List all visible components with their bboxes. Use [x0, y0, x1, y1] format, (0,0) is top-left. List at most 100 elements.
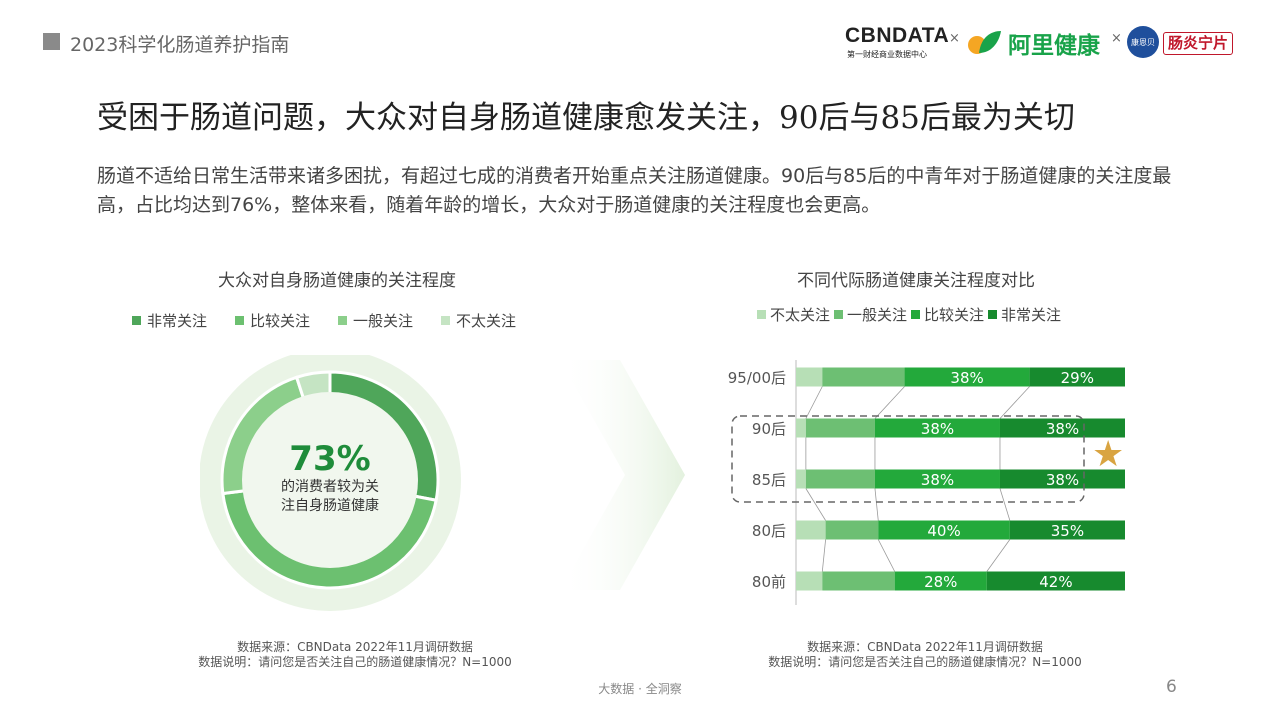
donut-legend: 非常关注 比较关注 一般关注 不太关注	[132, 310, 516, 331]
brand-badge-icon: 康恩贝	[1127, 26, 1159, 58]
bar-connector-line	[877, 539, 896, 572]
bar-segment	[796, 418, 806, 438]
donut-legend-item: 非常关注	[132, 310, 207, 331]
stacked-bar-chart: 95/00后 38% 29% 90后 38% 38% 85后 38% 38% 80后 40% 35% 8…	[728, 360, 1125, 605]
bar-data-label: 38%	[1046, 471, 1079, 489]
legend-swatch	[911, 310, 921, 319]
donut-center-label-1: 的消费者较为关	[281, 479, 379, 495]
times-separator: ×	[949, 31, 960, 46]
right-source-line-1: 数据来源：CBNData 2022年11月调研数据	[807, 640, 1043, 654]
donut-legend-item: 比较关注	[235, 310, 310, 331]
bar-data-label: 40%	[927, 522, 960, 540]
legend-swatch	[988, 310, 998, 319]
bar-segment	[874, 418, 1000, 438]
footer-slogan: 大数据 · 全洞察	[598, 682, 682, 696]
bar-connector-line	[805, 386, 823, 419]
donut-chart-title: 大众对自身肠道健康的关注程度	[218, 271, 456, 291]
bar-connector-line	[805, 488, 826, 521]
ali-health-icon	[968, 31, 1001, 54]
donut-hole	[242, 392, 418, 568]
bar-category-label: 85后	[752, 471, 786, 489]
legend-label: 比较关注	[250, 312, 311, 330]
bar-segment	[796, 571, 823, 591]
bar-segment	[1029, 367, 1125, 387]
legend-label: 一般关注	[847, 306, 908, 324]
ali-health-logo: 阿里健康	[1008, 33, 1100, 59]
bar-connector-line	[874, 386, 905, 419]
legend-swatch	[757, 310, 766, 319]
bar-data-label: 38%	[921, 420, 954, 438]
legend-swatch	[441, 316, 451, 325]
bar-connector-line	[999, 488, 1011, 521]
report-title: 2023科学化肠道养护指南	[70, 34, 290, 56]
legend-swatch	[338, 316, 348, 325]
legend-swatch	[235, 316, 245, 325]
bar-segment	[904, 367, 1030, 387]
bar-data-label: 38%	[1046, 420, 1079, 438]
bar-legend-item: 一般关注	[834, 304, 907, 325]
legend-swatch	[132, 316, 141, 325]
bar-connector-line	[874, 488, 879, 521]
header-square	[43, 33, 60, 50]
bar-segment	[999, 418, 1125, 438]
bar-legend-item: 非常关注	[988, 304, 1061, 325]
bar-category-label: 80后	[752, 522, 786, 540]
bar-category-label: 80前	[752, 573, 786, 591]
right-source-note: 数据来源：CBNData 2022年11月调研数据 数据说明：请问您是否关注自己…	[760, 640, 1090, 670]
legend-label: 不太关注	[770, 306, 831, 324]
bar-data-label: 28%	[924, 573, 957, 591]
page-number: 6	[1166, 677, 1177, 697]
bar-segment	[999, 469, 1125, 489]
donut-center-label-2: 注自身肠道健康	[281, 498, 379, 514]
bar-data-label: 38%	[921, 471, 954, 489]
donut-center: 73% 的消费者较为关 注自身肠道健康	[255, 440, 405, 516]
bar-connector-line	[999, 386, 1030, 419]
bar-segment	[805, 469, 875, 489]
bar-segment	[878, 520, 1010, 540]
left-source-line-1: 数据来源：CBNData 2022年11月调研数据	[237, 640, 473, 654]
chevron-arrow-icon	[560, 360, 685, 590]
left-source-note: 数据来源：CBNData 2022年11月调研数据 数据说明：请问您是否关注自己…	[190, 640, 520, 670]
left-source-line-2: 数据说明：请问您是否关注自己的肠道健康情况？N=1000	[198, 655, 512, 669]
bar-category-label: 95/00后	[728, 369, 786, 387]
bar-legend-item: 比较关注	[911, 304, 984, 325]
highlight-dashed-box	[731, 415, 1085, 503]
donut-center-value: 73%	[289, 439, 371, 479]
cbndata-logo-subtitle: 第一财经商业数据中心	[847, 50, 927, 59]
legend-swatch	[834, 310, 844, 319]
bar-segment	[796, 367, 823, 387]
right-source-line-2: 数据说明：请问您是否关注自己的肠道健康情况？N=1000	[768, 655, 1082, 669]
legend-label: 比较关注	[924, 306, 985, 324]
bar-segment	[986, 571, 1125, 591]
star-icon: ★	[1092, 434, 1125, 475]
bar-connector-line	[821, 539, 827, 572]
donut-legend-item: 不太关注	[441, 310, 516, 331]
bar-data-label: 42%	[1039, 573, 1072, 591]
bar-legend: 不太关注 一般关注 比较关注 非常关注	[757, 304, 1061, 325]
donut-chart	[200, 355, 461, 611]
legend-label: 非常关注	[147, 312, 208, 330]
legend-label: 不太关注	[456, 312, 517, 330]
bar-segment	[805, 418, 875, 438]
bar-legend-item: 不太关注	[757, 304, 830, 325]
page-title: 受困于肠道问题，大众对自身肠道健康愈发关注，90后与85后最为关切	[97, 100, 1075, 136]
bar-segment	[822, 367, 905, 387]
bar-data-label: 35%	[1051, 522, 1084, 540]
bar-category-label: 90后	[752, 420, 786, 438]
bar-segment	[825, 520, 879, 540]
page-description: 肠道不适给日常生活带来诸多困扰，有超过七成的消费者开始重点关注肠道健康。90后与…	[97, 165, 1172, 216]
brand-box-logo: 肠炎宁片	[1163, 32, 1234, 55]
bar-segment	[822, 571, 895, 591]
donut-legend-item: 一般关注	[338, 310, 413, 331]
bar-segment	[796, 469, 806, 489]
logo-bar: CBNDATA 第一财经商业数据中心 × 阿里健康 × 康恩贝 肠炎宁片	[845, 22, 1240, 62]
bar-chart-title: 不同代际肠道健康关注程度对比	[797, 271, 1035, 291]
legend-label: 非常关注	[1001, 306, 1062, 324]
bar-connector-line	[986, 539, 1011, 572]
times-separator-2: ×	[1111, 31, 1122, 46]
bar-segment	[874, 469, 1000, 489]
bar-segment	[1009, 520, 1125, 540]
legend-label: 一般关注	[353, 312, 414, 330]
bar-segment	[894, 571, 987, 591]
bar-segment	[796, 520, 826, 540]
